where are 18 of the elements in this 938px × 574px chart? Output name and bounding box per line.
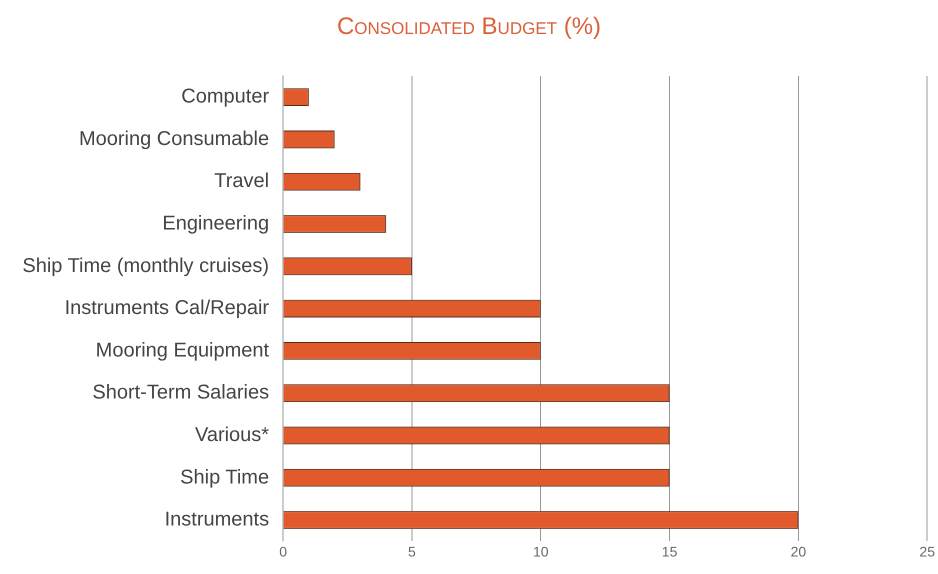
y-tick-label: Travel [214,170,270,192]
y-tick-label: Instruments Cal/Repair [64,297,270,320]
x-tick-label: 15 [662,543,678,560]
y-tick-label: Ship Time [180,466,270,488]
x-tick-label: 0 [279,543,288,560]
y-tick-label: Instruments [164,508,270,531]
y-tick-label: Mooring Consumable [78,128,270,150]
x-tick-label: 25 [919,543,936,560]
y-tick-label: Ship Time (monthly cruises) [22,254,270,277]
x-tick-label: 20 [790,543,806,560]
y-tick-label: Mooring Equipment [96,339,270,362]
y-tick-label: Short-Term Salaries [92,382,270,404]
chart-title: Consolidated Budget (%) [336,12,602,42]
x-tick-label: 10 [532,543,549,560]
x-tick-label: 5 [408,543,416,560]
y-tick-label: Computer [181,86,270,108]
y-tick-label: Engineering [162,212,270,235]
y-tick-label: Various* [194,424,270,446]
